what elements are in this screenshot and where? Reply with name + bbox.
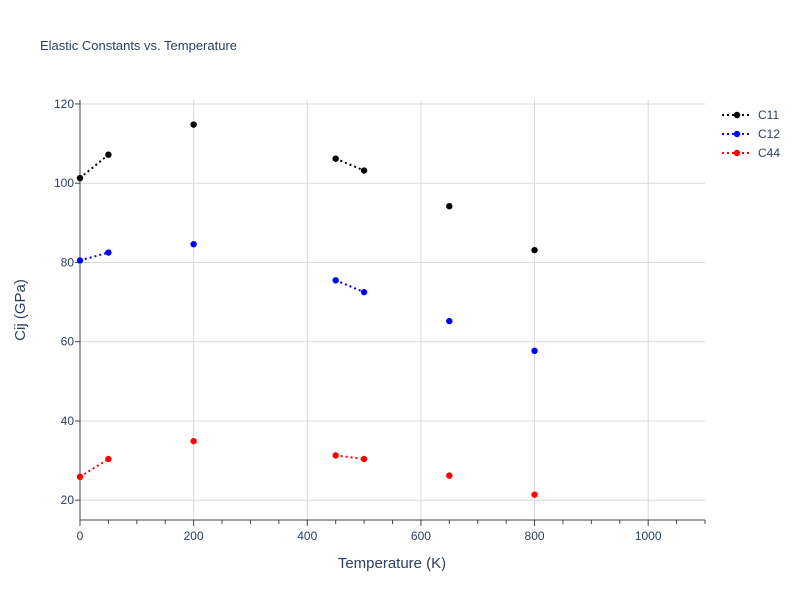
series-line	[335, 157, 365, 172]
series-line	[335, 454, 365, 460]
series-line	[335, 279, 365, 294]
data-point[interactable]	[105, 455, 112, 463]
legend-label: C11	[758, 108, 779, 122]
legend-label: C12	[758, 127, 780, 141]
legend-swatch-marker	[733, 111, 741, 119]
data-point[interactable]	[360, 455, 368, 463]
data-point[interactable]	[332, 277, 339, 284]
y-tick-label: 120	[54, 97, 74, 111]
data-point[interactable]	[360, 167, 368, 174]
data-point[interactable]	[332, 155, 339, 162]
legend-swatch-marker	[733, 130, 741, 138]
legend-swatch-marker	[733, 149, 741, 157]
data-point[interactable]	[190, 241, 197, 248]
x-tick-label: 1000	[635, 529, 662, 543]
gridlines	[79, 100, 705, 520]
legend-label: C44	[758, 146, 780, 160]
data-point[interactable]	[190, 437, 197, 445]
plot-area	[76, 121, 538, 498]
data-point[interactable]	[105, 249, 112, 256]
series-c44	[76, 437, 538, 498]
y-tick-label: 60	[61, 335, 75, 349]
y-tick-label: 20	[61, 493, 75, 507]
y-tick-label: 80	[61, 255, 75, 269]
data-point[interactable]	[76, 473, 84, 481]
data-point[interactable]	[531, 347, 538, 355]
x-tick-label: 600	[411, 529, 431, 543]
x-tick-label: 400	[297, 529, 317, 543]
x-tick-label: 0	[77, 529, 84, 543]
x-tick-label: 200	[184, 529, 204, 543]
series-c11	[76, 121, 538, 254]
series-line	[79, 458, 109, 478]
legend-item-c44[interactable]: C44	[722, 146, 780, 160]
data-point[interactable]	[446, 202, 453, 210]
data-point[interactable]	[76, 174, 84, 182]
data-point[interactable]	[531, 246, 538, 254]
data-point[interactable]	[105, 151, 112, 158]
legend[interactable]: C11 C12 C44	[722, 108, 780, 160]
legend-item-c12[interactable]: C12	[722, 127, 780, 141]
series-line	[79, 251, 109, 262]
y-tick-label: 100	[54, 176, 74, 190]
axes: 20 40 60 80 100 120 0 200 400 600 800 1000	[54, 97, 706, 543]
data-point[interactable]	[446, 317, 453, 325]
y-axis-title: Cij (GPa)	[12, 279, 29, 341]
series-line	[79, 153, 110, 179]
data-point[interactable]	[531, 491, 538, 498]
series-c12	[76, 241, 538, 355]
chart-title: Elastic Constants vs. Temperature	[40, 38, 237, 53]
x-axis-title: Temperature (K)	[338, 555, 446, 572]
data-point[interactable]	[446, 472, 453, 479]
x-tick-label: 800	[525, 529, 545, 543]
data-point[interactable]	[190, 121, 197, 128]
data-point[interactable]	[76, 257, 84, 264]
data-point[interactable]	[360, 288, 368, 296]
y-tick-label: 40	[61, 414, 75, 428]
legend-item-c11[interactable]: C11	[722, 108, 779, 122]
data-point[interactable]	[332, 452, 339, 459]
